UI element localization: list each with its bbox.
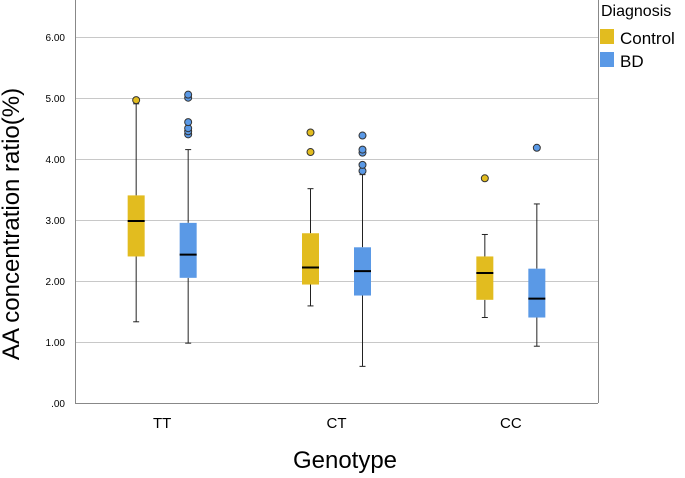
box-control-ct: [302, 128, 319, 307]
outlier-point: [480, 174, 489, 183]
outlier-point: [532, 143, 541, 152]
x-tick-label: TT: [153, 415, 171, 432]
y-tick-label: .00: [51, 399, 65, 410]
x-axis-title: Genotype: [293, 447, 397, 474]
legend-title: Diagnosis: [601, 3, 671, 20]
y-axis-title: AA concentration ratio(%): [0, 88, 25, 360]
x-tick-label: CT: [327, 415, 347, 432]
outlier-point: [132, 96, 141, 105]
box-iqr: [476, 256, 494, 300]
box-plots: [127, 90, 546, 367]
legend: Diagnosis Control BD: [600, 3, 675, 71]
legend-swatch-control: [600, 29, 614, 44]
x-tick-labels: TT CT CC: [153, 415, 522, 432]
y-tick-label: 3.00: [46, 216, 66, 227]
box-bd-cc: [528, 143, 546, 347]
box-bd-tt: [179, 90, 197, 344]
legend-label-control: Control: [620, 29, 675, 48]
legend-label-bd: BD: [620, 52, 644, 71]
box-control-tt: [127, 96, 145, 323]
x-tick-label: CC: [500, 415, 522, 432]
outlier-point: [358, 145, 367, 154]
outlier-point: [184, 90, 193, 99]
box-iqr: [179, 222, 197, 278]
grid-lines: [75, 37, 598, 343]
box-bd-ct: [354, 131, 371, 367]
y-tick-label: 5.00: [46, 94, 66, 105]
outlier-point: [306, 128, 315, 137]
outlier-point: [358, 160, 367, 169]
box-iqr: [302, 233, 319, 285]
y-tick-label: 6.00: [46, 33, 66, 44]
y-tick-label: 2.00: [46, 277, 66, 288]
y-tick-label: 4.00: [46, 155, 66, 166]
outlier-point: [358, 131, 367, 140]
outlier-point: [184, 118, 193, 127]
y-tick-label: 1.00: [46, 338, 66, 349]
outlier-point: [306, 148, 315, 157]
box-iqr: [127, 195, 145, 257]
legend-swatch-bd: [600, 52, 614, 67]
box-control-cc: [476, 174, 494, 319]
y-tick-labels: .00 1.00 2.00 3.00 4.00 5.00 6.00: [46, 33, 66, 410]
axes: [75, 0, 599, 404]
box-iqr: [528, 268, 546, 318]
